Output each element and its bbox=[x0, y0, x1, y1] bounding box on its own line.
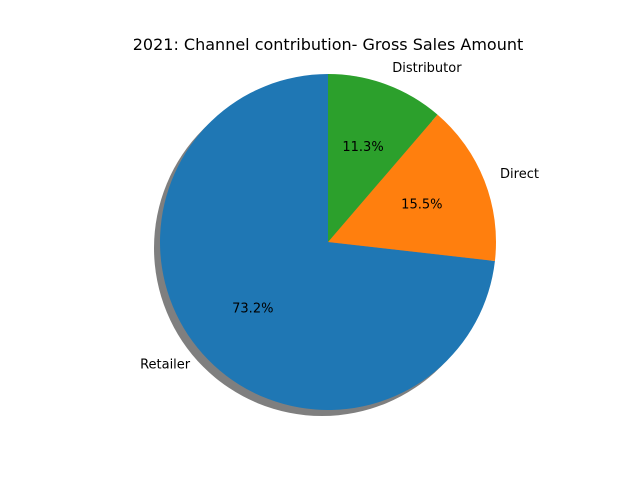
pie-slices bbox=[159, 74, 496, 410]
pct-label-direct: 15.5% bbox=[401, 198, 442, 213]
pie-slice-distributor bbox=[328, 74, 438, 242]
pct-label-retailer: 73.2% bbox=[232, 302, 273, 317]
pie-slice-retailer bbox=[159, 74, 495, 410]
slice-label-retailer: Retailer bbox=[140, 358, 191, 373]
slice-label-distributor: Distributor bbox=[392, 61, 462, 76]
pie-slice-direct bbox=[328, 114, 496, 261]
pct-label-distributor: 11.3% bbox=[342, 140, 383, 155]
pie-labels: Retailer 73.2% Direct 15.5% Distributor 11.3% bbox=[140, 61, 539, 372]
chart-title: 2021: Channel contribution- Gross Sales … bbox=[133, 35, 524, 54]
slice-label-direct: Direct bbox=[500, 167, 539, 182]
